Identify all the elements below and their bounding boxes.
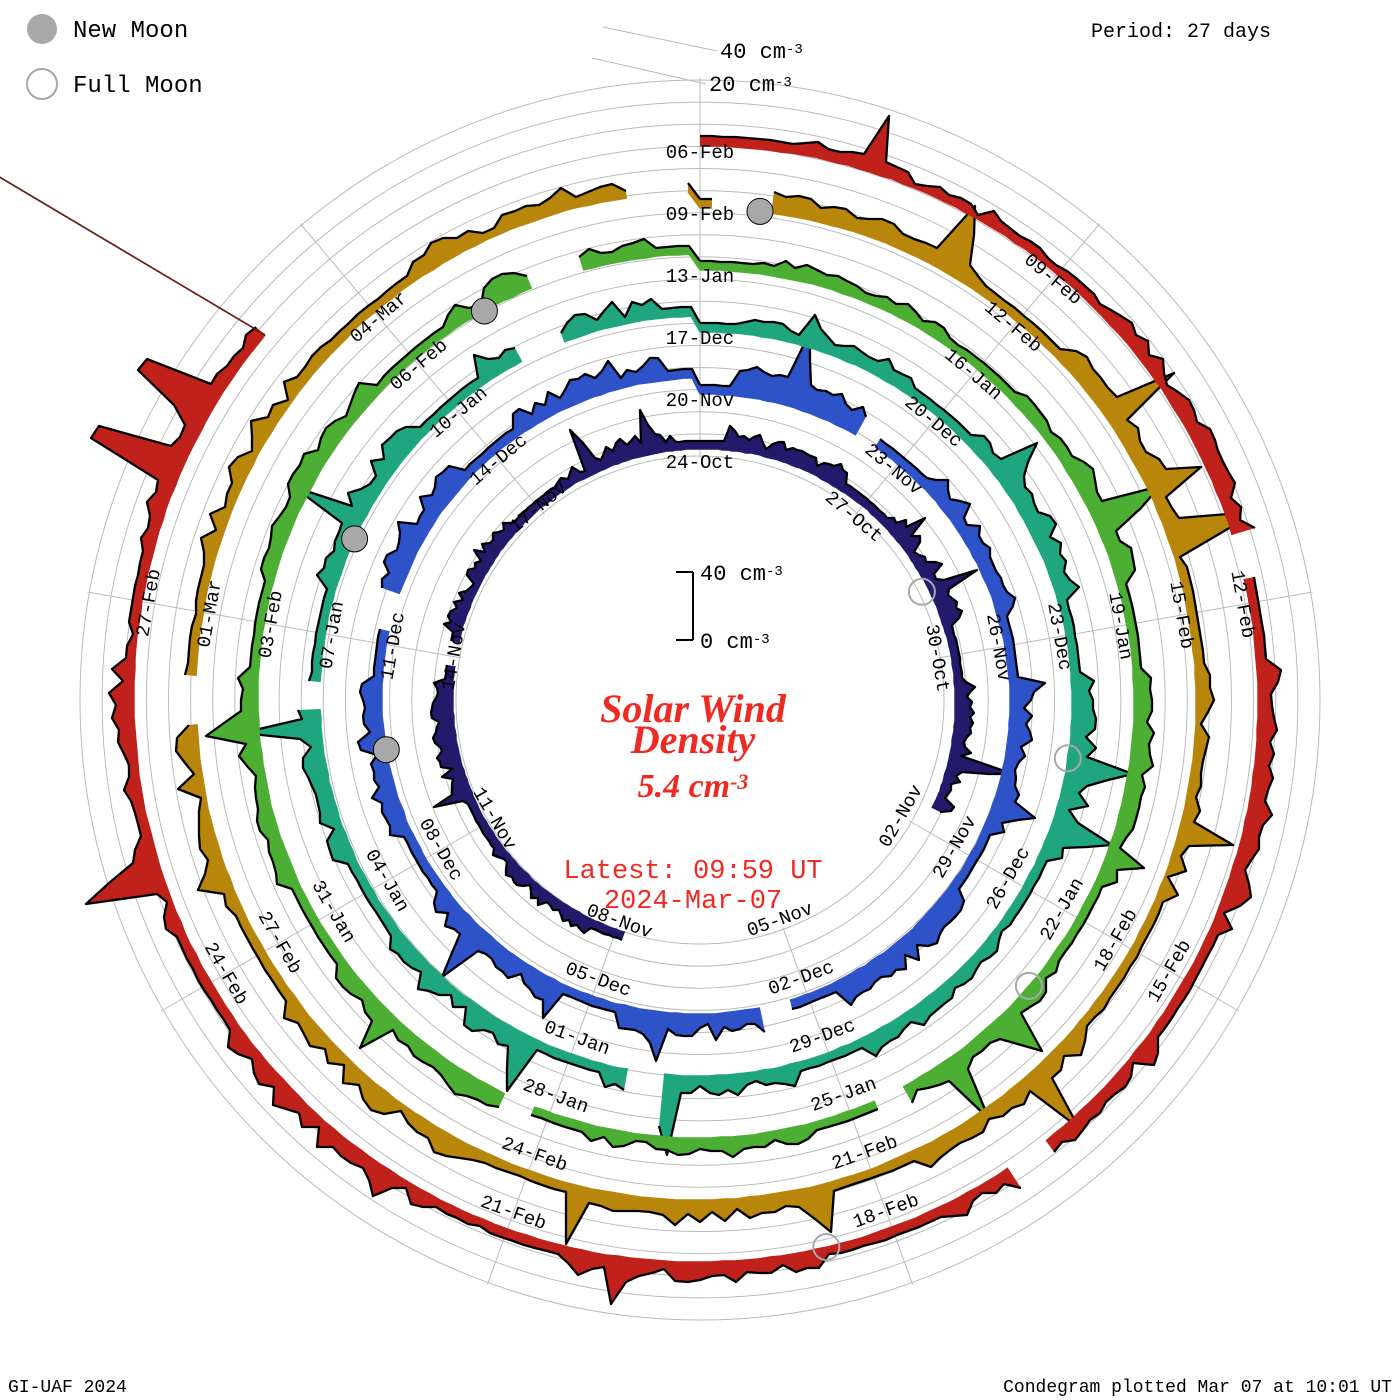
svg-text:GI-UAF 2024: GI-UAF 2024: [8, 1378, 127, 1398]
svg-text:06-Feb: 06-Feb: [666, 142, 734, 164]
svg-text:20-Nov: 20-Nov: [666, 390, 734, 412]
svg-text:13-Jan: 13-Jan: [666, 266, 734, 288]
svg-text:Latest: 09:59 UT: Latest: 09:59 UT: [563, 857, 822, 887]
svg-text:Density: Density: [630, 717, 756, 762]
svg-text:17-Dec: 17-Dec: [666, 328, 734, 350]
svg-text:09-Feb: 09-Feb: [666, 204, 734, 226]
svg-text:New Moon: New Moon: [73, 18, 188, 45]
svg-text:2024-Mar-07: 2024-Mar-07: [604, 887, 782, 917]
svg-text:Full Moon: Full Moon: [73, 73, 203, 100]
svg-text:Period: 27 days: Period: 27 days: [1091, 21, 1271, 44]
svg-text:24-Oct: 24-Oct: [666, 452, 734, 474]
svg-text:Condegram plotted Mar 07 at 10: Condegram plotted Mar 07 at 10:01 UT: [1003, 1378, 1392, 1398]
